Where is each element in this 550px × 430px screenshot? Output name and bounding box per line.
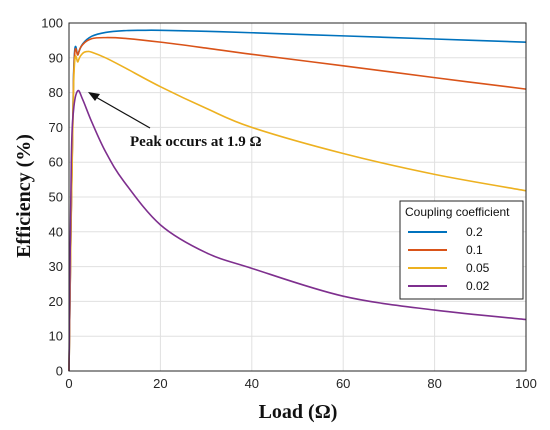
x-tick-label: 0 bbox=[65, 376, 72, 391]
y-tick-label: 20 bbox=[49, 294, 63, 309]
y-tick-label: 90 bbox=[49, 50, 63, 65]
y-tick-label: 60 bbox=[49, 155, 63, 170]
y-axis-title: Efficiency (%) bbox=[13, 134, 35, 258]
y-tick-label: 0 bbox=[56, 364, 63, 379]
y-tick-label: 10 bbox=[49, 329, 63, 344]
y-tick-label: 100 bbox=[41, 16, 63, 31]
annotation-arrowhead bbox=[88, 92, 100, 101]
y-tick-labels: 0 10 20 30 40 50 60 70 80 90 100 bbox=[41, 16, 63, 379]
x-tick-labels: 0 20 40 60 80 100 bbox=[65, 376, 536, 391]
y-tick-label: 70 bbox=[49, 120, 63, 135]
y-tick-label: 30 bbox=[49, 259, 63, 274]
legend: Coupling coefficient 0.2 0.1 0.05 0.02 bbox=[399, 200, 524, 300]
series-lines bbox=[68, 29, 527, 372]
annotation-arrow bbox=[93, 95, 151, 129]
x-tick-label: 40 bbox=[245, 376, 259, 391]
x-tick-label: 60 bbox=[336, 376, 350, 391]
annotation-text: Peak occurs at 1.9 Ω bbox=[130, 134, 262, 150]
x-axis-title: Load (Ω) bbox=[259, 401, 338, 423]
x-tick-label: 20 bbox=[153, 376, 167, 391]
y-tick-label: 80 bbox=[49, 85, 63, 100]
x-tick-label: 80 bbox=[427, 376, 441, 391]
legend-label: 0.1 bbox=[466, 243, 483, 257]
series-line-0.2 bbox=[68, 29, 527, 372]
legend-label: 0.2 bbox=[466, 225, 483, 239]
plot-frame bbox=[68, 22, 527, 372]
x-tick-label: 100 bbox=[515, 376, 537, 391]
legend-title: Coupling coefficient bbox=[405, 205, 510, 219]
peak-annotation: Peak occurs at 1.9 Ω bbox=[88, 92, 262, 150]
legend-label: 0.02 bbox=[466, 279, 490, 293]
legend-label: 0.05 bbox=[466, 261, 490, 275]
y-tick-label: 50 bbox=[49, 190, 63, 205]
series-line-0.02 bbox=[68, 89, 527, 372]
y-tick-label: 40 bbox=[49, 224, 63, 239]
series-line-0.1 bbox=[68, 36, 527, 372]
series-line-0.05 bbox=[68, 50, 527, 372]
